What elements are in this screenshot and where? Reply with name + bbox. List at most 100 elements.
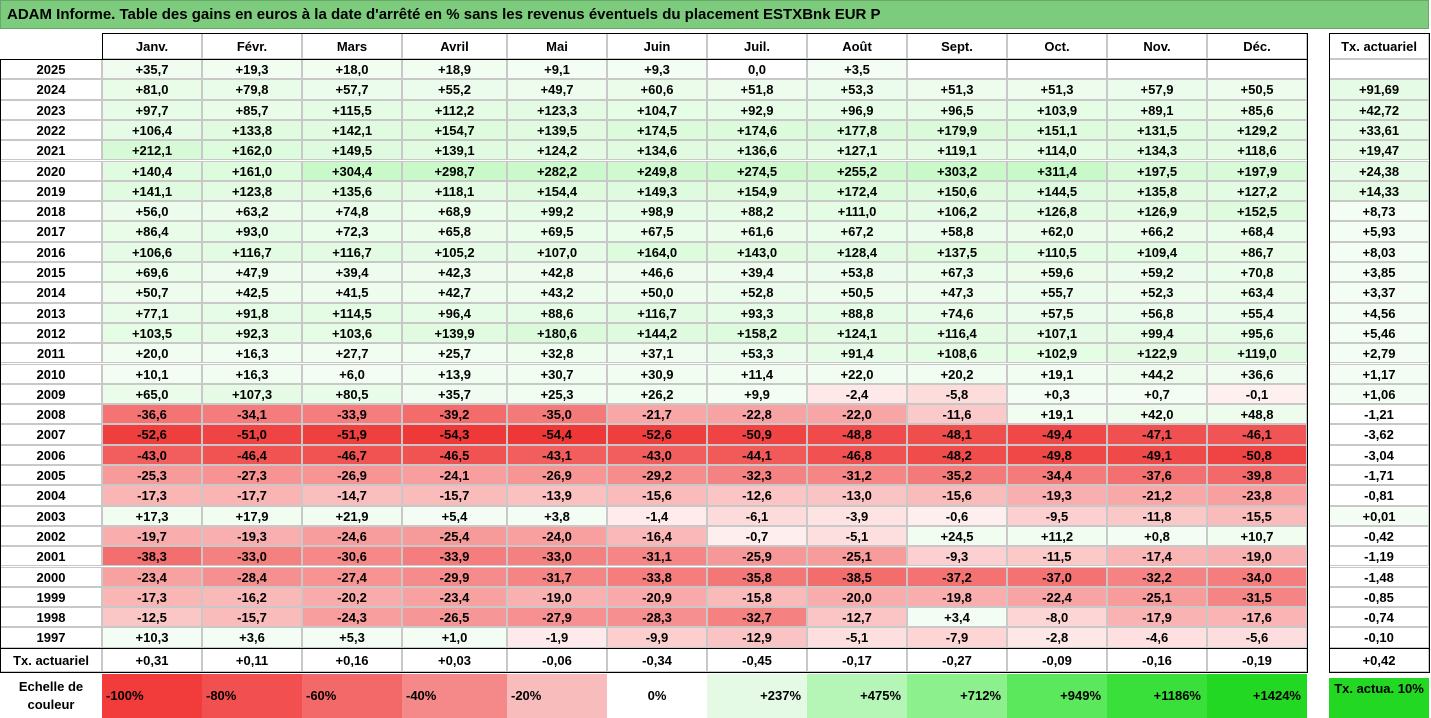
gain-cell: +35,7 <box>102 59 202 80</box>
year-label: 2019 <box>0 180 102 202</box>
gain-cell: +274,5 <box>707 160 807 181</box>
tx-header: Tx. actuariel <box>1329 33 1429 59</box>
gain-cell: +25,7 <box>402 343 507 364</box>
gain-cell: +136,6 <box>707 140 807 161</box>
gain-cell: +249,8 <box>607 160 707 181</box>
gain-cell: -17,3 <box>102 485 202 506</box>
gain-cell: +62,0 <box>1007 221 1107 242</box>
gain-cell: -17,4 <box>1107 546 1207 567</box>
year-label: 2003 <box>0 505 102 526</box>
gain-cell: -17,9 <box>1107 607 1207 628</box>
gain-cell: +116,7 <box>202 241 302 262</box>
month-header: Août <box>807 33 907 59</box>
year-label: 2021 <box>0 140 102 161</box>
gain-cell: +142,1 <box>302 119 402 141</box>
gain-cell: +88,6 <box>507 302 607 323</box>
tx-cell: -1,48 <box>1329 566 1429 587</box>
gain-cell: -24,3 <box>302 607 402 628</box>
tx-cell: -1,21 <box>1329 404 1429 425</box>
month-header: Juin <box>607 33 707 59</box>
gain-cell: -15,6 <box>907 485 1007 506</box>
gain-cell: +0,8 <box>1107 525 1207 547</box>
gain-cell: +162,0 <box>202 140 302 161</box>
gain-cell: -19,0 <box>1207 546 1307 567</box>
gain-cell: +47,9 <box>202 262 302 283</box>
gain-cell: +128,4 <box>807 241 907 262</box>
tx-cell: +5,93 <box>1329 221 1429 242</box>
gain-cell: -51,0 <box>202 424 302 445</box>
gain-cell: +10,1 <box>102 363 202 384</box>
gain-cell: -31,7 <box>507 566 607 587</box>
gain-cell: +116,4 <box>907 322 1007 344</box>
gain-cell: +103,6 <box>302 322 402 344</box>
gain-cell: +35,7 <box>402 383 507 405</box>
scale-swatch: +1424% <box>1207 674 1307 718</box>
gain-cell: +172,4 <box>807 180 907 202</box>
gain-cell: -47,1 <box>1107 424 1207 445</box>
gain-cell: +44,2 <box>1107 363 1207 384</box>
gain-cell: +9,9 <box>707 383 807 405</box>
gain-cell: +16,3 <box>202 343 302 364</box>
gain-cell: +161,0 <box>202 160 302 181</box>
gain-cell: +59,6 <box>1007 262 1107 283</box>
gain-cell: -19,0 <box>507 586 607 608</box>
gain-cell: -50,9 <box>707 424 807 445</box>
gain-cell: +86,4 <box>102 221 202 242</box>
gain-cell: -23,8 <box>1207 485 1307 506</box>
gain-cell: -14,7 <box>302 485 402 506</box>
year-label: 2017 <box>0 221 102 242</box>
gain-cell: -43,1 <box>507 444 607 465</box>
gain-cell: +134,6 <box>607 140 707 161</box>
gain-cell: -1,4 <box>607 505 707 526</box>
gain-cell: +115,5 <box>302 99 402 120</box>
gain-cell: -16,2 <box>202 586 302 608</box>
gain-cell: -31,1 <box>607 546 707 567</box>
gain-cell: -16,4 <box>607 525 707 547</box>
gain-cell: +88,8 <box>807 302 907 323</box>
gain-cell: -25,4 <box>402 525 507 547</box>
gain-cell: +5,3 <box>302 627 402 648</box>
year-label: 2014 <box>0 282 102 303</box>
footer-tx-cell: -0,19 <box>1207 647 1307 672</box>
gain-cell: -21,2 <box>1107 485 1207 506</box>
gain-cell: -4,6 <box>1107 627 1207 648</box>
gain-cell: +1,0 <box>402 627 507 648</box>
gain-cell: -19,3 <box>1007 485 1107 506</box>
gain-cell: +0,7 <box>1107 383 1207 405</box>
gain-cell: -22,0 <box>807 404 907 425</box>
gain-cell: +154,7 <box>402 119 507 141</box>
gain-cell: +50,0 <box>607 282 707 303</box>
tx-cell: +1,06 <box>1329 383 1429 405</box>
gain-cell: +135,8 <box>1107 180 1207 202</box>
gain-cell: -48,2 <box>907 444 1007 465</box>
gain-cell: +154,4 <box>507 180 607 202</box>
month-header: Juil. <box>707 33 807 59</box>
scale-swatch: +475% <box>807 674 907 718</box>
gain-cell: +50,5 <box>807 282 907 303</box>
gain-cell: +11,2 <box>1007 525 1107 547</box>
gain-cell: +110,5 <box>1007 241 1107 262</box>
gain-cell: +89,1 <box>1107 99 1207 120</box>
gain-cell: +124,2 <box>507 140 607 161</box>
gain-cell: -52,6 <box>607 424 707 445</box>
year-label: 2002 <box>0 525 102 547</box>
gain-cell: +42,7 <box>402 282 507 303</box>
gain-cell: +0,3 <box>1007 383 1107 405</box>
gain-cell: +107,1 <box>1007 322 1107 344</box>
gain-cell: +139,9 <box>402 322 507 344</box>
tx-cell: +24,38 <box>1329 160 1429 181</box>
gain-cell: +88,2 <box>707 201 807 222</box>
gain-cell: -39,2 <box>402 404 507 425</box>
gain-cell: +55,2 <box>402 79 507 100</box>
gain-cell: +143,0 <box>707 241 807 262</box>
scale-swatch: +949% <box>1007 674 1107 718</box>
gain-cell: +93,0 <box>202 221 302 242</box>
gain-cell: +17,9 <box>202 505 302 526</box>
gain-cell: +91,4 <box>807 343 907 364</box>
tx-cell: +14,33 <box>1329 180 1429 202</box>
tx-cell: -1,71 <box>1329 465 1429 486</box>
gain-cell: -49,8 <box>1007 444 1107 465</box>
tx-cell: -0,81 <box>1329 485 1429 506</box>
gain-cell: +50,7 <box>102 282 202 303</box>
gain-cell: +99,4 <box>1107 322 1207 344</box>
